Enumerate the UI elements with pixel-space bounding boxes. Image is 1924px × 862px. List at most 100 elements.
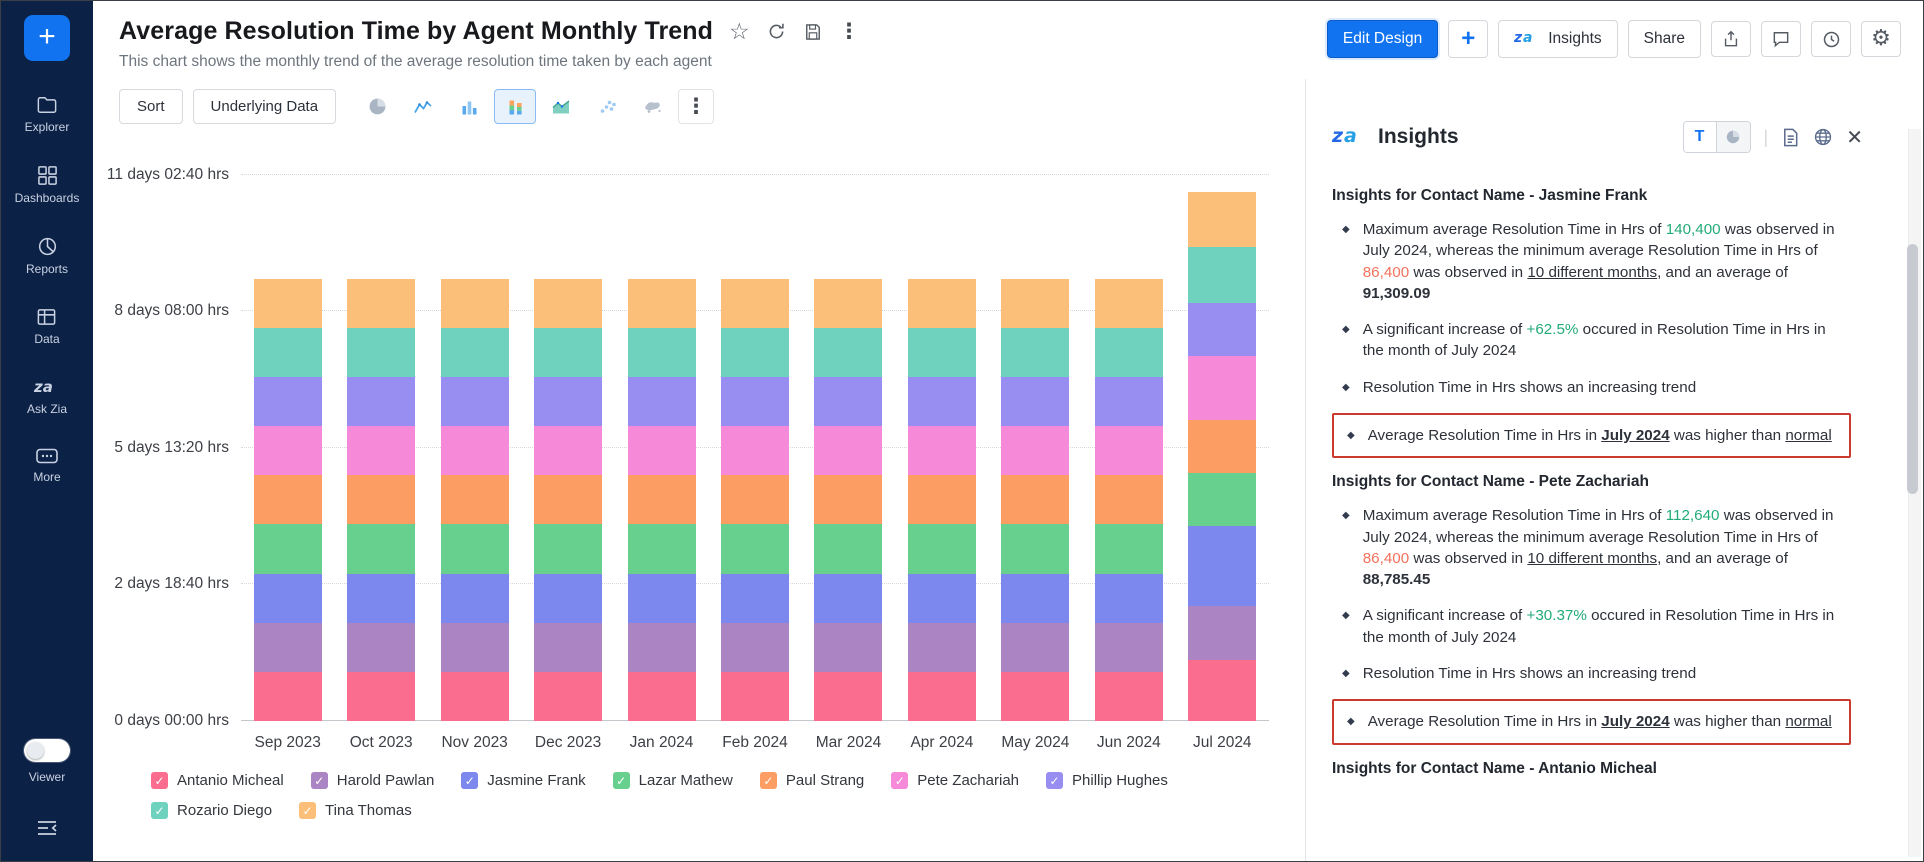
bar-segment-rozario-diego[interactable] <box>1188 247 1257 303</box>
bar-segment-tina-thomas[interactable] <box>1188 192 1257 248</box>
stacked-bar-jan-2024[interactable] <box>627 278 696 721</box>
sidebar-item-reports[interactable]: Reports <box>26 236 68 276</box>
text-view-toggle[interactable]: T <box>1683 122 1717 152</box>
bar-segment-harold-pawlan[interactable] <box>1001 622 1070 672</box>
bar-segment-harold-pawlan[interactable] <box>1188 606 1257 660</box>
bar-segment-tina-thomas[interactable] <box>534 278 603 328</box>
bar-segment-paul-strang[interactable] <box>534 475 603 525</box>
bar-segment-harold-pawlan[interactable] <box>1094 622 1163 672</box>
bar-segment-paul-strang[interactable] <box>1094 475 1163 525</box>
stacked-area-chart-icon[interactable] <box>540 89 582 124</box>
stacked-bar-sep-2023[interactable] <box>253 278 322 721</box>
bar-segment-tina-thomas[interactable] <box>440 278 509 328</box>
bar-segment-antanio-micheal[interactable] <box>347 671 416 721</box>
bar-segment-tina-thomas[interactable] <box>347 278 416 328</box>
bar-segment-pete-zachariah[interactable] <box>720 426 789 476</box>
bar-segment-rozario-diego[interactable] <box>907 327 976 378</box>
legend-checkbox-icon[interactable]: ✓ <box>461 772 479 789</box>
bar-segment-phillip-hughes[interactable] <box>347 377 416 427</box>
bar-segment-phillip-hughes[interactable] <box>534 377 603 427</box>
bar-segment-antanio-micheal[interactable] <box>253 671 322 721</box>
bar-segment-antanio-micheal[interactable] <box>1001 671 1070 721</box>
legend-checkbox-icon[interactable]: ✓ <box>151 802 168 819</box>
bar-segment-tina-thomas[interactable] <box>907 278 976 328</box>
bar-segment-paul-strang[interactable] <box>1001 475 1070 525</box>
stacked-bar-may-2024[interactable] <box>1001 278 1070 721</box>
bar-segment-tina-thomas[interactable] <box>814 278 883 328</box>
scrollbar-thumb[interactable] <box>1907 244 1918 494</box>
bar-segment-paul-strang[interactable] <box>253 475 322 525</box>
stacked-bar-feb-2024[interactable] <box>720 278 789 721</box>
bar-segment-antanio-micheal[interactable] <box>440 671 509 721</box>
bar-segment-lazar-mathew[interactable] <box>253 524 322 574</box>
bar-segment-pete-zachariah[interactable] <box>1001 426 1070 476</box>
bar-segment-jasmine-frank[interactable] <box>814 573 883 623</box>
map-chart-icon[interactable] <box>632 89 674 124</box>
bar-segment-pete-zachariah[interactable] <box>907 426 976 476</box>
bar-segment-lazar-mathew[interactable] <box>814 524 883 574</box>
legend-checkbox-icon[interactable]: ✓ <box>151 772 168 789</box>
bar-segment-antanio-micheal[interactable] <box>907 671 976 721</box>
bar-segment-lazar-mathew[interactable] <box>1188 473 1257 527</box>
bar-segment-tina-thomas[interactable] <box>253 278 322 328</box>
edit-design-button[interactable]: Edit Design <box>1326 20 1439 58</box>
stacked-bar-nov-2023[interactable] <box>440 278 509 721</box>
comment-icon[interactable] <box>1761 21 1801 57</box>
bar-segment-pete-zachariah[interactable] <box>347 426 416 476</box>
share-button[interactable]: Share <box>1627 20 1701 58</box>
kebab-menu-icon[interactable]: ⋮ <box>838 20 860 43</box>
bar-segment-harold-pawlan[interactable] <box>627 622 696 672</box>
bar-segment-rozario-diego[interactable] <box>440 327 509 378</box>
legend-item-harold-pawlan[interactable]: ✓ Harold Pawlan <box>310 772 434 789</box>
sidebar-item-explorer[interactable]: Explorer <box>25 95 69 134</box>
bar-segment-paul-strang[interactable] <box>627 475 696 525</box>
bar-segment-lazar-mathew[interactable] <box>347 524 416 574</box>
bar-segment-lazar-mathew[interactable] <box>720 524 789 574</box>
bar-segment-jasmine-frank[interactable] <box>720 573 789 623</box>
bar-segment-jasmine-frank[interactable] <box>440 573 509 623</box>
legend-item-antanio-micheal[interactable]: ✓ Antanio Micheal <box>151 772 284 789</box>
stacked-bar-oct-2023[interactable] <box>347 278 416 721</box>
stacked-bar-mar-2024[interactable] <box>814 278 883 721</box>
legend-item-lazar-mathew[interactable]: ✓ Lazar Mathew <box>612 772 733 789</box>
scrollbar-track[interactable] <box>1907 129 1921 857</box>
refresh-icon[interactable] <box>766 21 787 42</box>
bar-segment-phillip-hughes[interactable] <box>814 377 883 427</box>
legend-item-tina-thomas[interactable]: ✓ Tina Thomas <box>299 802 412 819</box>
bar-segment-phillip-hughes[interactable] <box>253 377 322 427</box>
bar-segment-pete-zachariah[interactable] <box>1188 355 1257 420</box>
sidebar-item-data[interactable]: Data <box>34 307 60 346</box>
bar-segment-jasmine-frank[interactable] <box>534 573 603 623</box>
bar-segment-rozario-diego[interactable] <box>253 327 322 378</box>
bar-segment-jasmine-frank[interactable] <box>907 573 976 623</box>
collapse-sidebar-button[interactable] <box>35 818 59 843</box>
bar-segment-paul-strang[interactable] <box>1188 419 1257 474</box>
legend-checkbox-icon[interactable]: ✓ <box>612 772 630 789</box>
close-icon[interactable]: ✕ <box>1846 126 1863 149</box>
legend-checkbox-icon[interactable]: ✓ <box>891 772 909 789</box>
bar-segment-antanio-micheal[interactable] <box>534 671 603 721</box>
history-icon[interactable] <box>1811 21 1851 57</box>
bar-segment-jasmine-frank[interactable] <box>627 573 696 623</box>
bar-segment-harold-pawlan[interactable] <box>347 622 416 672</box>
line-chart-icon[interactable] <box>402 89 444 124</box>
bar-segment-antanio-micheal[interactable] <box>720 671 789 721</box>
bar-segment-paul-strang[interactable] <box>814 475 883 525</box>
bar-segment-pete-zachariah[interactable] <box>1094 426 1163 476</box>
viewer-mode-toggle[interactable] <box>24 739 70 762</box>
bar-segment-lazar-mathew[interactable] <box>627 524 696 574</box>
legend-item-pete-zachariah[interactable]: ✓ Pete Zachariah <box>891 772 1019 789</box>
export-icon[interactable] <box>1711 21 1751 57</box>
sidebar-item-more[interactable]: More <box>33 447 61 484</box>
bar-segment-phillip-hughes[interactable] <box>627 377 696 427</box>
create-new-button[interactable]: + <box>24 15 70 61</box>
settings-gear-icon[interactable]: ⚙ <box>1861 21 1901 57</box>
bar-segment-tina-thomas[interactable] <box>720 278 789 328</box>
sort-button[interactable]: Sort <box>119 89 183 124</box>
bar-segment-paul-strang[interactable] <box>440 475 509 525</box>
bar-segment-lazar-mathew[interactable] <box>1001 524 1070 574</box>
bar-segment-pete-zachariah[interactable] <box>627 426 696 476</box>
more-chart-types-icon[interactable]: ⋮ <box>678 89 715 124</box>
star-icon[interactable]: ☆ <box>729 18 750 44</box>
sidebar-item-ask-zia[interactable]: za Ask Zia <box>27 377 67 416</box>
